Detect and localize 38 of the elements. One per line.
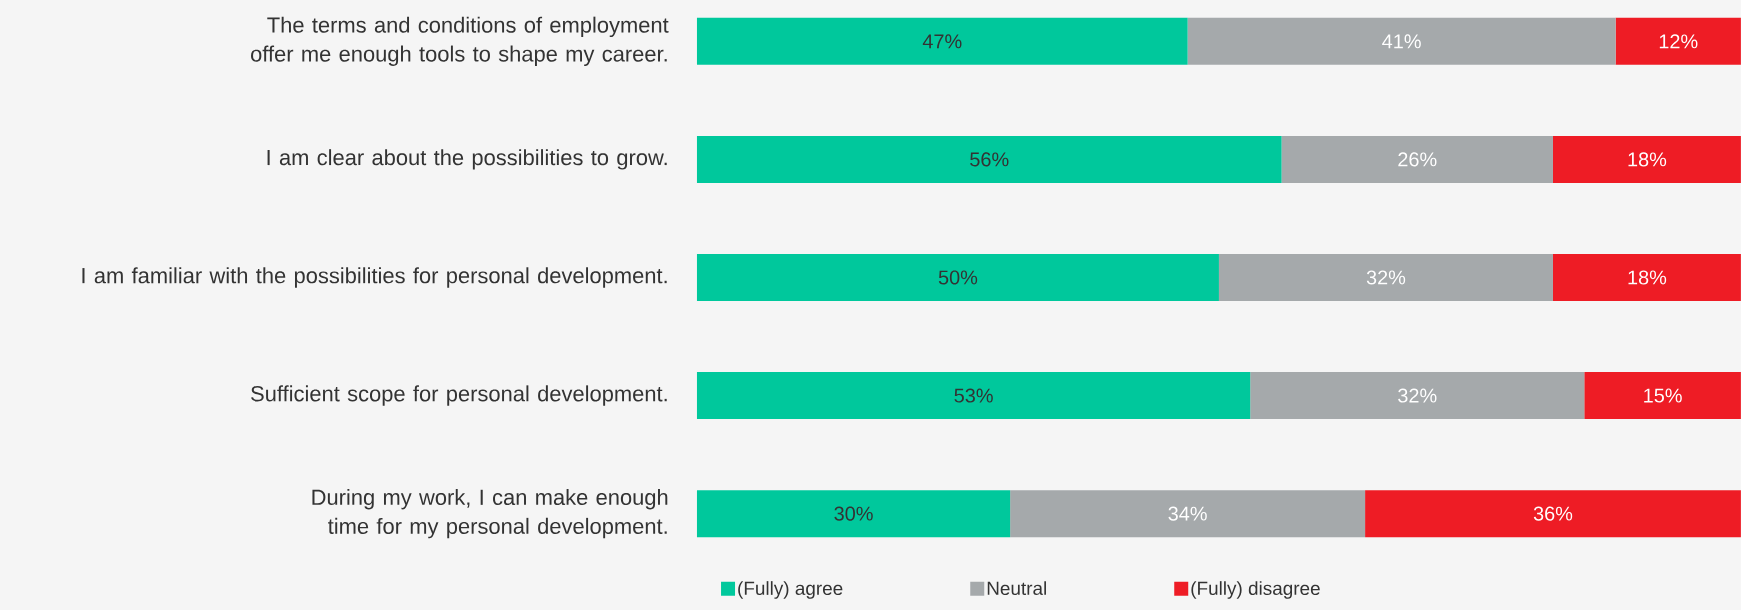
data-label: 26%	[1398, 152, 1437, 167]
legend-label: (Fully) agree	[738, 581, 843, 599]
bar	[696, 135, 1282, 183]
legend-label: Neutral	[987, 581, 1046, 596]
bar	[696, 490, 1011, 538]
data-label: 18%	[1628, 152, 1667, 167]
bar	[1281, 135, 1553, 183]
bar	[696, 17, 1188, 65]
data-label: 34%	[1168, 506, 1207, 521]
bar	[1584, 372, 1741, 420]
bar	[1552, 135, 1741, 183]
y-tick-label: During my work, I can make enough time for my personal development.	[312, 488, 668, 539]
bar	[1218, 254, 1553, 301]
data-label: 50%	[938, 270, 978, 285]
data-label: 30%	[834, 506, 873, 521]
data-label: 47%	[922, 34, 962, 49]
data-label: 53%	[954, 388, 993, 403]
data-label: 32%	[1366, 270, 1406, 285]
bar	[1552, 254, 1741, 301]
bar	[1010, 490, 1366, 538]
data-label: 32%	[1398, 388, 1437, 403]
data-label: 18%	[1628, 270, 1667, 285]
bar	[696, 254, 1219, 301]
bar	[696, 372, 1251, 420]
y-tick-label: The terms and conditions of employment offer me enough tools to shape my career.	[251, 16, 669, 66]
bar	[1250, 372, 1585, 420]
bar	[1187, 17, 1616, 65]
y-tick-label: Sufficient scope for personal development.	[251, 385, 667, 406]
y-tick-label: I am clear about the possibilities to grow.	[267, 149, 667, 170]
data-label: 56%	[970, 152, 1009, 167]
data-label: 41%	[1382, 34, 1421, 49]
data-label: 15%	[1644, 388, 1682, 403]
bar	[1615, 17, 1741, 65]
data-label: 12%	[1659, 34, 1698, 49]
legend-label: (Fully) disagree	[1191, 581, 1320, 599]
data-label: 36%	[1533, 506, 1573, 521]
y-tick-label: I am familiar with the possibilities for personal development.	[82, 267, 667, 288]
bar	[1365, 490, 1741, 538]
